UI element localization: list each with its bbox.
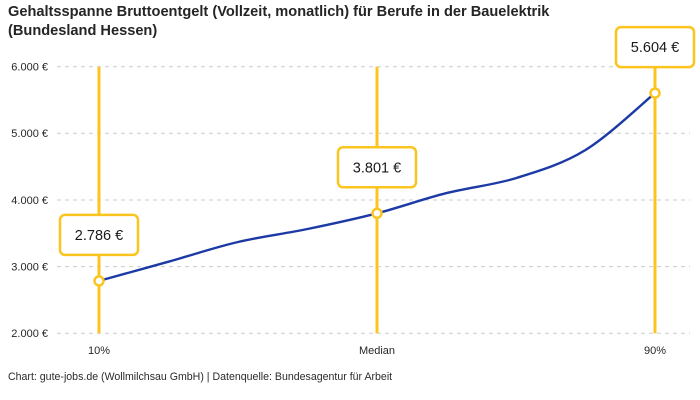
y-axis-tick-label: 6.000 €	[11, 62, 48, 74]
chart-title-line2: (Bundesland Hessen)	[8, 22, 158, 39]
value-label: 2.786 €	[75, 228, 123, 244]
chart-title-line1: Gehaltsspanne Bruttoentgelt (Vollzeit, m…	[8, 4, 550, 20]
x-axis-label: 10%	[88, 345, 110, 357]
data-point-marker	[649, 87, 661, 99]
y-axis-tick-label: 2.000 €	[11, 328, 48, 340]
value-label: 5.604 €	[631, 40, 679, 56]
data-point-marker	[93, 275, 105, 287]
y-axis-tick-label: 4.000 €	[11, 195, 48, 207]
x-axis-label: Median	[359, 345, 395, 357]
value-label-box	[336, 146, 418, 189]
x-axis-label: 90%	[644, 345, 666, 357]
chart-title: Gehaltsspanne Bruttoentgelt (Vollzeit, m…	[8, 3, 549, 41]
value-label: 3.801 €	[353, 160, 401, 176]
y-axis-tick-label: 5.000 €	[11, 128, 48, 140]
y-axis-tick-label: 3.000 €	[11, 261, 48, 273]
value-label-box	[58, 213, 140, 257]
data-point-marker	[371, 207, 383, 220]
value-label-box	[614, 25, 696, 69]
chart-footer: Chart: gute-jobs.de (Wollmilchsau GmbH) …	[8, 371, 393, 383]
